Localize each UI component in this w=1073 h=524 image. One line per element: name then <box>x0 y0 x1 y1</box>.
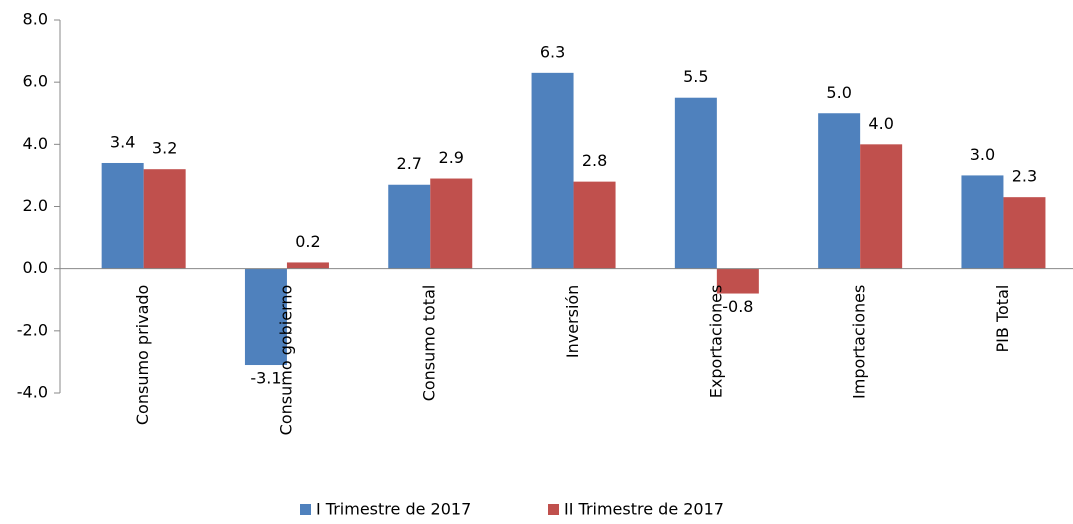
data-label: 2.7 <box>397 154 422 173</box>
data-label: -0.8 <box>722 297 753 316</box>
y-tick-label: -2.0 <box>17 320 48 339</box>
data-label: 2.8 <box>582 151 607 170</box>
data-label: 5.0 <box>826 83 851 102</box>
bar <box>573 181 616 269</box>
legend-label: II Trimestre de 2017 <box>564 500 724 519</box>
bar <box>430 178 473 269</box>
y-tick-label: 6.0 <box>23 72 48 91</box>
x-tick-label: Inversión <box>563 285 582 358</box>
x-tick-label: Consumo gobierno <box>276 285 295 436</box>
bar <box>143 169 186 269</box>
bar <box>818 113 861 269</box>
bar <box>860 144 903 269</box>
data-label: 2.9 <box>439 148 464 167</box>
y-tick-label: 4.0 <box>23 134 48 153</box>
y-tick-label: 2.0 <box>23 196 48 215</box>
data-label: 3.0 <box>970 145 995 164</box>
data-label: 4.0 <box>868 114 893 133</box>
y-tick-label: -4.0 <box>17 383 48 402</box>
x-tick-label: PIB Total <box>993 285 1012 353</box>
bar <box>388 184 431 269</box>
x-tick-label: Consumo total <box>420 285 439 402</box>
bar <box>716 268 759 294</box>
data-label: 0.2 <box>295 232 320 251</box>
y-tick-label: 0.0 <box>23 258 48 277</box>
data-label: 3.4 <box>110 132 135 151</box>
bar <box>531 72 574 269</box>
data-label: 2.3 <box>1012 167 1037 186</box>
data-label: -3.1 <box>250 369 281 388</box>
data-label: 6.3 <box>540 42 565 61</box>
bar <box>674 97 717 269</box>
y-tick-label: 8.0 <box>23 10 48 29</box>
bar <box>286 262 329 269</box>
data-label: 3.2 <box>152 139 177 158</box>
legend-swatch <box>548 504 559 515</box>
bar <box>244 268 287 366</box>
legend-label: I Trimestre de 2017 <box>316 500 471 519</box>
data-label: 5.5 <box>683 67 708 86</box>
bar <box>1003 197 1046 269</box>
legend-swatch <box>300 504 311 515</box>
x-tick-label: Importaciones <box>850 285 869 399</box>
bar <box>961 175 1004 269</box>
x-tick-label: Exportaciones <box>706 285 725 399</box>
bar <box>101 162 144 269</box>
x-tick-label: Consumo privado <box>133 285 152 425</box>
